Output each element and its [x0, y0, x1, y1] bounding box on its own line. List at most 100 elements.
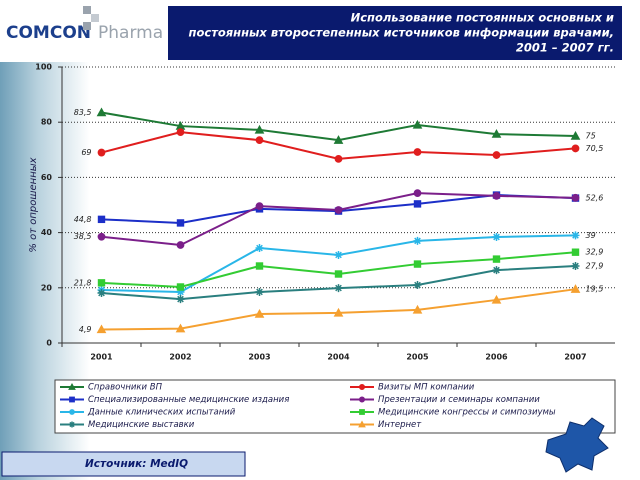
marker [68, 382, 76, 390]
marker [97, 279, 106, 287]
marker [492, 151, 501, 159]
marker [69, 421, 75, 428]
marker [570, 284, 581, 293]
marker [413, 281, 422, 290]
marker [176, 287, 185, 296]
y-tick-label: 80 [41, 118, 53, 127]
marker [491, 294, 502, 304]
source-box [1, 451, 246, 477]
marker [413, 236, 422, 245]
data-label: 19,5 [586, 285, 604, 294]
data-label: 4,9 [79, 325, 92, 334]
marker [176, 283, 185, 291]
data-label: 75 [586, 132, 596, 141]
marker [254, 308, 265, 318]
marker [255, 244, 264, 253]
marker [175, 323, 186, 333]
puzzle-piece [545, 417, 609, 473]
marker [492, 233, 501, 242]
legend [54, 379, 616, 434]
marker [176, 241, 185, 249]
marker [334, 206, 343, 214]
logo-square [83, 22, 91, 30]
marker [571, 144, 580, 153]
source: Источник: MedIQ [85, 458, 188, 470]
marker [571, 193, 580, 202]
marker [570, 130, 581, 140]
data-label: 27,9 [586, 261, 604, 270]
marker [358, 420, 366, 428]
logo-product: Pharma [98, 23, 163, 43]
marker [358, 396, 366, 403]
marker [97, 232, 106, 241]
marker [69, 396, 75, 403]
y-tick-label: 40 [41, 228, 53, 237]
x-tick-label: 2003 [248, 353, 270, 362]
marker [413, 189, 422, 198]
marker [334, 250, 343, 259]
marker [412, 119, 423, 129]
legend-label: Медицинские конгрессы и симпозиумы [378, 408, 556, 418]
legend-label: Визиты МП компании [378, 383, 475, 393]
marker [358, 383, 366, 391]
chart-title: Использование постоянных основных и [351, 11, 614, 25]
x-tick-label: 2002 [169, 353, 191, 362]
marker [176, 128, 185, 137]
plot-area: 0 20 40 60 80 100 2001 2002 2003 2004 2005 2006 2007… [35, 63, 615, 430]
x-tick-label: 2004 [327, 353, 350, 362]
x-tick-label: 2005 [406, 353, 429, 362]
marker [413, 260, 422, 268]
marker [333, 135, 344, 144]
data-label: 32,9 [586, 248, 604, 257]
marker [176, 295, 185, 304]
legend-label: Справочники ВП [88, 383, 163, 393]
data-label: 83,5 [74, 108, 92, 117]
marker [97, 215, 106, 224]
marker [571, 261, 580, 270]
chart-title: 2001 – 2007 гг. [516, 41, 614, 55]
logo-brand: COMCON [6, 23, 91, 43]
marker [333, 307, 344, 317]
marker [255, 136, 264, 145]
marker [255, 202, 264, 211]
marker [491, 129, 502, 138]
marker [334, 284, 343, 293]
legend-label: Интернет [378, 420, 422, 430]
logo-square [91, 14, 99, 22]
y-tick-label: 100 [35, 63, 52, 72]
marker [96, 324, 107, 334]
x-tick-label: 2006 [485, 353, 508, 362]
marker [359, 409, 365, 415]
data-label: 52,6 [586, 193, 604, 202]
legend-label: Медицинские выставки [88, 420, 195, 430]
marker [571, 248, 580, 256]
legend-label: Специализированные медицинские издания [88, 395, 289, 405]
data-label: 21,8 [74, 278, 92, 287]
marker [255, 287, 264, 296]
x-tick-label: 2007 [564, 353, 586, 362]
y-axis-label: % от опрошенных [28, 157, 39, 252]
marker [334, 155, 343, 163]
data-label: 38,5 [74, 232, 92, 241]
legend-label: Презентации и семинары компании [378, 395, 540, 405]
data-label: 39 [586, 231, 596, 240]
y-tick-label: 60 [41, 173, 53, 182]
marker [334, 270, 343, 278]
marker [412, 304, 423, 314]
marker [492, 266, 501, 275]
marker [413, 200, 422, 208]
marker [69, 409, 75, 415]
marker [96, 107, 107, 117]
marker [254, 124, 265, 134]
marker [176, 219, 185, 227]
marker [97, 148, 106, 157]
data-label: 70,5 [586, 144, 604, 153]
marker [255, 262, 264, 270]
marker [571, 231, 580, 240]
chart-title: постоянных второстепенных источников инф… [189, 26, 614, 40]
marker [492, 191, 501, 200]
marker [97, 289, 106, 298]
marker [492, 255, 501, 263]
legend-label: Данные клинических испытаний [87, 408, 236, 418]
